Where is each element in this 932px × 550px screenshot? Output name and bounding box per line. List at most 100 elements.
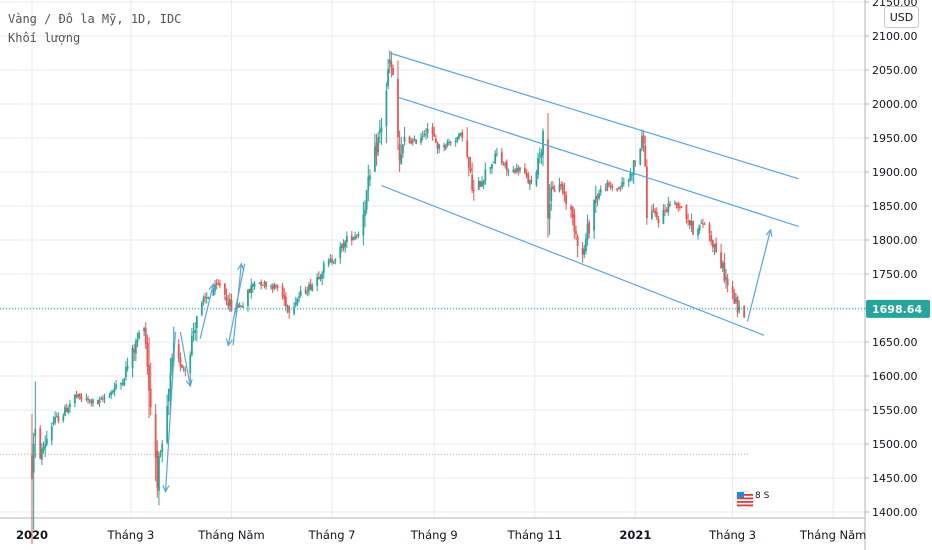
- candle-body: [225, 296, 228, 302]
- candle-body: [144, 328, 147, 344]
- candle-body: [639, 148, 642, 165]
- candle-body: [298, 296, 300, 299]
- arrow-head: [185, 379, 193, 388]
- arrow-line: [746, 229, 772, 322]
- candle-body: [378, 129, 381, 134]
- candle-body: [400, 154, 403, 164]
- candle-body: [265, 282, 267, 287]
- candle-body: [500, 151, 503, 164]
- candle-body: [204, 296, 206, 299]
- candle-body: [461, 132, 464, 138]
- candle-body: [410, 141, 413, 144]
- candle-body: [515, 167, 518, 172]
- candle-body: [344, 241, 347, 247]
- candle-body: [703, 223, 706, 225]
- candle-body: [431, 126, 434, 135]
- candle-body: [540, 152, 543, 158]
- candle-body: [57, 416, 60, 422]
- candle-body: [42, 447, 45, 451]
- candle-body: [316, 277, 319, 286]
- candle-body: [700, 222, 703, 224]
- candle-body: [489, 167, 492, 169]
- candle-body: [645, 166, 648, 219]
- volume-legend[interactable]: Khối lượng: [8, 31, 81, 45]
- candle-body: [535, 172, 538, 185]
- candle-body: [184, 370, 187, 372]
- candle-body: [237, 303, 239, 308]
- candle-body: [507, 171, 510, 173]
- symbol-legend[interactable]: Vàng / Đô la Mỹ, 1D, IDC: [8, 12, 182, 26]
- candle-body: [713, 244, 716, 248]
- candle-body: [177, 344, 180, 359]
- candle-body: [121, 383, 124, 385]
- candle-body: [253, 283, 256, 287]
- candle-body: [733, 292, 736, 304]
- candle-body: [621, 182, 624, 187]
- candle-body: [736, 297, 739, 313]
- candle-body: [710, 235, 713, 242]
- candle-body: [570, 206, 572, 210]
- candle-body: [281, 285, 284, 297]
- candle-body: [697, 229, 699, 236]
- currency-unit-badge[interactable]: USD: [884, 6, 919, 28]
- price-tick-label: 2050.00: [872, 64, 918, 77]
- candle-body: [367, 177, 370, 191]
- candle-body: [350, 235, 353, 241]
- candle-body: [738, 306, 741, 311]
- candle-body: [294, 302, 297, 306]
- candle-body: [182, 368, 185, 370]
- candle-body: [571, 206, 574, 218]
- candle-body: [678, 206, 681, 208]
- candle-body: [156, 450, 159, 489]
- candle-body: [423, 134, 426, 136]
- candle-body: [134, 341, 137, 354]
- candle-body: [251, 284, 254, 287]
- candle-body: [100, 397, 103, 400]
- candle-body: [87, 398, 89, 400]
- candle-body: [502, 164, 505, 166]
- candle-body: [319, 276, 322, 279]
- candle-body: [596, 196, 599, 199]
- event-flag-icon[interactable]: [735, 490, 755, 510]
- candle-body: [438, 144, 441, 150]
- candle-body: [654, 210, 657, 214]
- candle-body: [593, 199, 596, 231]
- candle-body: [692, 220, 694, 235]
- candle-body: [627, 179, 630, 183]
- candle-body: [652, 209, 655, 211]
- candle-body: [385, 90, 388, 127]
- candle-body: [584, 238, 587, 251]
- candle-body: [619, 186, 622, 188]
- candle-body: [240, 305, 243, 307]
- candle-body: [158, 455, 160, 491]
- price-tick-label: 2150.00: [872, 0, 918, 9]
- candle-body: [52, 422, 55, 424]
- candle-body: [698, 224, 701, 231]
- price-tick-label: 1900.00: [872, 166, 918, 179]
- candle-body: [31, 455, 33, 480]
- candle-body: [408, 137, 411, 143]
- candle-body: [702, 223, 704, 225]
- candle-body: [388, 59, 391, 64]
- candle-body: [662, 210, 665, 224]
- candle-body: [594, 196, 597, 204]
- candle-body: [675, 203, 678, 205]
- candle-body: [677, 203, 680, 208]
- arrow-head: [162, 484, 170, 493]
- candle-body: [606, 182, 609, 191]
- candle-body: [537, 157, 539, 175]
- candle-body: [525, 173, 528, 176]
- candle-body: [191, 335, 193, 355]
- candle-body: [308, 284, 310, 292]
- candle-body: [136, 339, 139, 343]
- candle-body: [189, 354, 192, 374]
- candle-body: [425, 133, 427, 136]
- candle-body: [322, 263, 325, 273]
- candle-body: [115, 384, 117, 389]
- candle-body: [258, 282, 261, 284]
- candle-body: [586, 223, 589, 240]
- candle-body: [553, 189, 556, 192]
- candle-body: [44, 444, 47, 449]
